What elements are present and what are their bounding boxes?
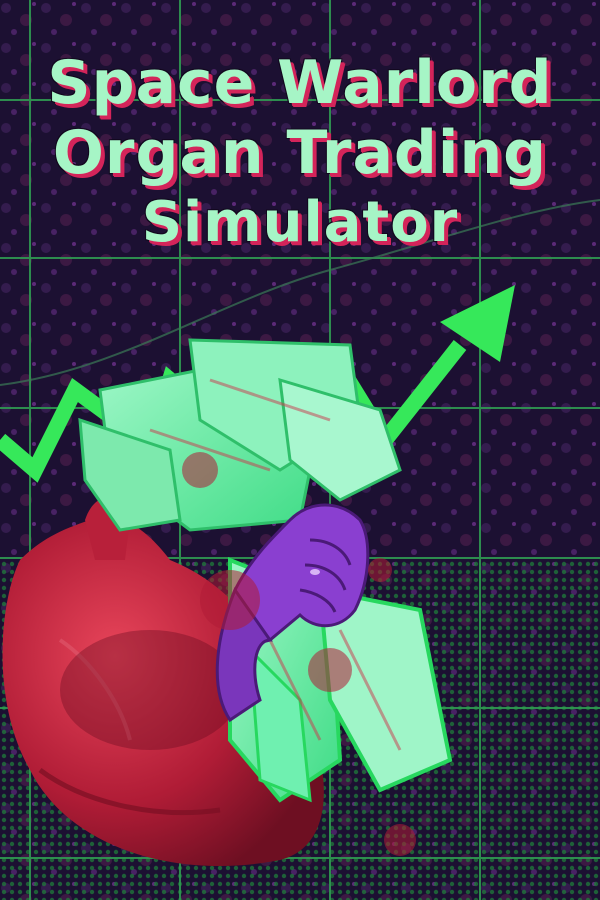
title-line-2: Organ Trading (52, 118, 548, 188)
game-title: Space Warlord Organ Trading Simulator (0, 48, 600, 258)
faint-trend-curve (0, 199, 600, 386)
blood-splatter (182, 452, 416, 856)
title-line-1: Space Warlord (47, 48, 553, 118)
heart-organ (2, 497, 324, 866)
title-line-3: Simulator (141, 190, 459, 255)
